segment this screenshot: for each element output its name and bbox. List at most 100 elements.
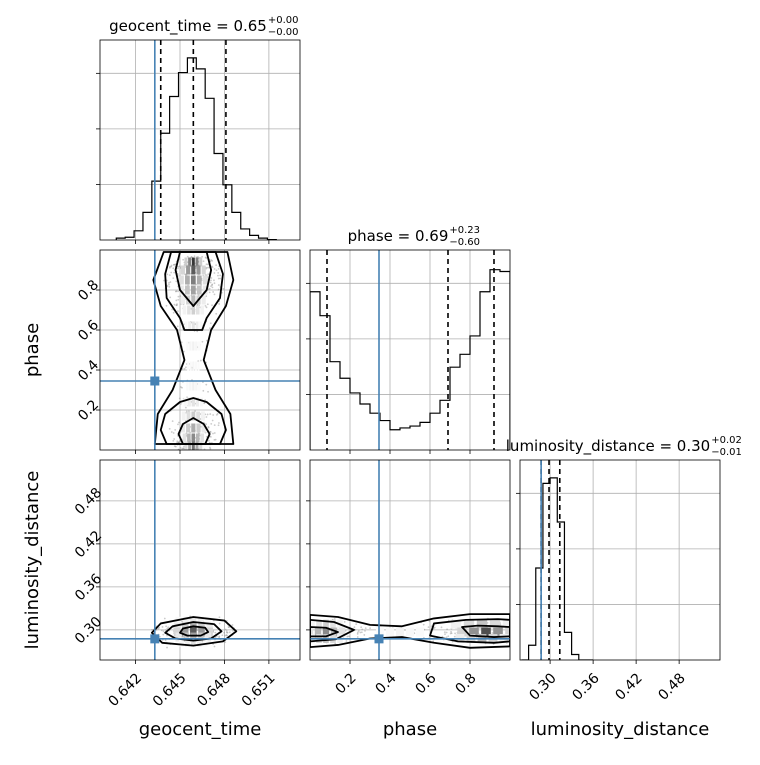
sample-point [228, 626, 231, 629]
density-cell [376, 627, 384, 637]
sample-point [172, 311, 175, 314]
density-cell [190, 285, 196, 295]
sample-point [213, 293, 216, 296]
sample-point [178, 265, 181, 268]
y-tick-label: 0.8 [75, 277, 102, 304]
sample-point [176, 325, 179, 328]
sample-point [346, 635, 349, 638]
sample-point [174, 263, 177, 266]
x-tick-label: 0.6 [413, 670, 440, 697]
sample-point [211, 259, 214, 262]
sample-point [207, 288, 210, 291]
density-cell [187, 305, 191, 315]
density-cell [198, 627, 205, 637]
density-cell [196, 275, 202, 285]
sample-point [213, 272, 216, 274]
panel-geocent_time-phase: 0.2 0.4 0.6 0.8 [75, 249, 301, 454]
density-cell [182, 433, 187, 443]
sample-point [177, 441, 180, 444]
density-cell [181, 411, 186, 421]
panel-content [100, 460, 300, 660]
sample-point [364, 627, 367, 630]
sample-point [179, 295, 182, 298]
sample-point [166, 285, 169, 288]
sample-point [201, 340, 204, 343]
density-cell [189, 381, 192, 391]
sample-point [167, 626, 170, 629]
density-cell [196, 411, 201, 421]
sample-point [181, 636, 184, 639]
sample-point [213, 645, 216, 648]
density-cell [191, 423, 196, 433]
sample-point [222, 287, 225, 290]
sample-point [354, 628, 357, 631]
panel-phase-phase [306, 249, 511, 454]
density-cell [179, 637, 184, 647]
sample-point [209, 447, 212, 450]
sample-point [228, 631, 231, 634]
sample-point [224, 634, 226, 637]
sample-point [215, 413, 218, 416]
sample-point [178, 397, 181, 400]
sample-point [178, 441, 180, 444]
sample-point [196, 330, 199, 333]
sample-point [217, 288, 220, 291]
density-cell [189, 341, 192, 351]
density-cell [181, 622, 189, 632]
sample-point [158, 626, 160, 629]
density-cell [202, 275, 208, 285]
density-cell [180, 423, 186, 433]
contour-line [310, 613, 510, 649]
sample-point [170, 265, 173, 268]
sample-point [204, 304, 207, 307]
panel-background [310, 460, 510, 660]
contour-line [429, 618, 510, 644]
y-axis-label-luminosity_distance: luminosity_distance [22, 471, 43, 650]
density-cell [197, 361, 200, 371]
sample-point [207, 390, 209, 393]
sample-point [225, 631, 228, 634]
panel-content [310, 460, 515, 660]
sample-point [174, 290, 177, 293]
sample-point [197, 294, 200, 296]
sample-point [210, 259, 213, 261]
sample-point [422, 623, 425, 626]
density-cell [310, 627, 314, 637]
density-cell [175, 632, 182, 642]
sample-point [177, 298, 180, 301]
sample-point [171, 420, 174, 423]
sample-point [513, 637, 515, 639]
sample-point [369, 627, 371, 630]
sample-point [214, 438, 217, 441]
density-cell [186, 423, 191, 433]
sample-point [450, 632, 453, 635]
sample-point [201, 450, 203, 452]
contour-line [174, 251, 213, 307]
density-cell [322, 627, 330, 637]
sample-point [213, 432, 216, 434]
density-cell [187, 397, 191, 407]
sample-point [194, 267, 197, 270]
sample-point [181, 620, 184, 623]
panel-frame [99, 39, 301, 241]
density-cell [192, 381, 195, 391]
density-cell [406, 627, 414, 637]
sample-point [348, 635, 350, 638]
sample-point [172, 432, 175, 434]
density-cell [191, 295, 196, 305]
sample-point [427, 626, 430, 629]
density-cell [450, 619, 462, 629]
panel-title-phase: phase = 0.69 +0.23−0.60 [348, 225, 480, 248]
sample-point [177, 265, 180, 268]
density-cell [179, 275, 184, 285]
density-cell [186, 341, 189, 351]
sample-point [364, 629, 366, 632]
sample-point [181, 447, 184, 450]
panel-title-text: phase = 0.69 [348, 227, 449, 245]
density-cell [184, 441, 188, 450]
panel-background [310, 250, 510, 450]
y-tick-label: 0.4 [75, 357, 102, 384]
density-cell [187, 433, 191, 443]
sample-point [168, 427, 171, 430]
